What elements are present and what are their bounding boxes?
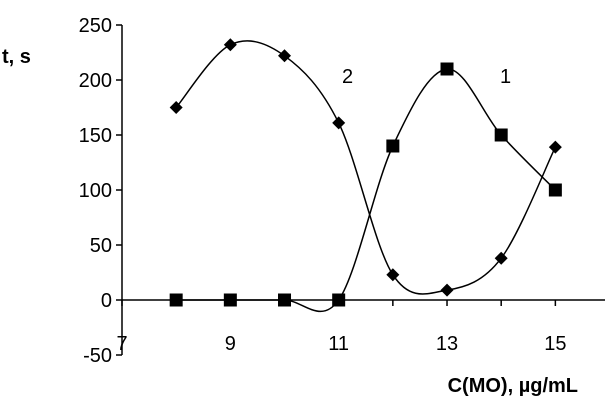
series-2-point bbox=[548, 140, 562, 154]
series-1-point bbox=[548, 183, 562, 197]
y-tick-label: 50 bbox=[90, 235, 112, 257]
y-tick-label: 100 bbox=[79, 180, 112, 202]
x-tick-label: 7 bbox=[116, 333, 127, 355]
series-1-point bbox=[386, 139, 400, 153]
axes bbox=[116, 24, 605, 356]
y-tick-label: 150 bbox=[79, 125, 112, 147]
series-1-point bbox=[278, 293, 292, 307]
series-2-point bbox=[386, 268, 400, 282]
series-2-point bbox=[223, 38, 237, 52]
series-2-point bbox=[494, 251, 508, 265]
series-1-point bbox=[440, 62, 454, 76]
y-tick-label: 0 bbox=[101, 290, 112, 312]
curve-label-2: 2 bbox=[342, 66, 353, 88]
series-2-point bbox=[332, 116, 346, 130]
series-1-line bbox=[176, 68, 556, 313]
x-tick-label: 13 bbox=[436, 333, 458, 355]
x-tick-label: 9 bbox=[225, 333, 236, 355]
y-tick-label: 200 bbox=[79, 70, 112, 92]
x-axis-title: C(MO), µg/mL bbox=[448, 375, 578, 397]
x-tick-label: 11 bbox=[328, 333, 349, 355]
curve-label-1: 1 bbox=[500, 66, 511, 88]
series-1-point bbox=[494, 128, 508, 142]
labels: -50 0 50 100 150 200 250 7 9 11 13 15 t, s C(MO), µg/… bbox=[2, 15, 578, 397]
series-1-point bbox=[223, 293, 237, 307]
x-tick-label: 15 bbox=[544, 333, 566, 355]
y-tick-label: 250 bbox=[79, 15, 112, 37]
curves bbox=[175, 40, 557, 313]
series-2-point bbox=[169, 101, 183, 114]
y-tick-label: -50 bbox=[83, 345, 112, 367]
series-2-point bbox=[440, 283, 454, 297]
series-1-point bbox=[169, 293, 183, 307]
series-2-point bbox=[278, 49, 292, 63]
y-axis-title: t, s bbox=[2, 46, 31, 68]
series-1-point bbox=[332, 293, 346, 307]
markers bbox=[169, 38, 562, 307]
